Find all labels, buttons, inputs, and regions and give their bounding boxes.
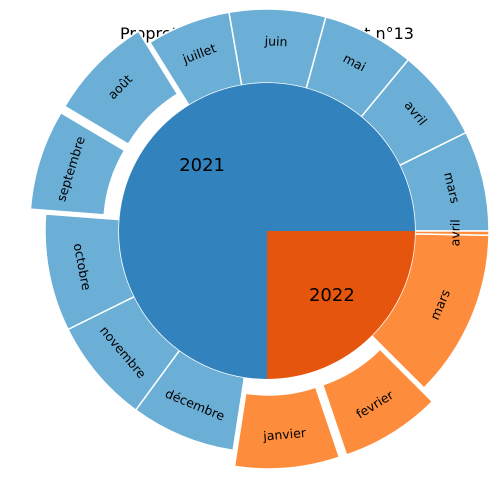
outer-ring: [29, 8, 490, 470]
inner-slice-2022: [267, 231, 415, 379]
outer-label-juin-2021: juin: [263, 33, 287, 49]
outer-label-janvier-2022: janvier: [262, 425, 308, 444]
outer-label-avril-2022: avril: [447, 219, 462, 246]
inner-label-2021: 2021: [179, 155, 225, 176]
inner-ring: [119, 83, 415, 379]
outer-slice-septembre-2021: [29, 111, 126, 216]
outer-label-mars-2021: mars: [441, 171, 463, 205]
outer-slice-aout-2021: [63, 30, 179, 146]
outer-slice-fevrier-2022: [321, 348, 434, 456]
outer-slice-janvier-2022: [233, 386, 341, 470]
inner-label-2022: 2022: [309, 285, 355, 306]
